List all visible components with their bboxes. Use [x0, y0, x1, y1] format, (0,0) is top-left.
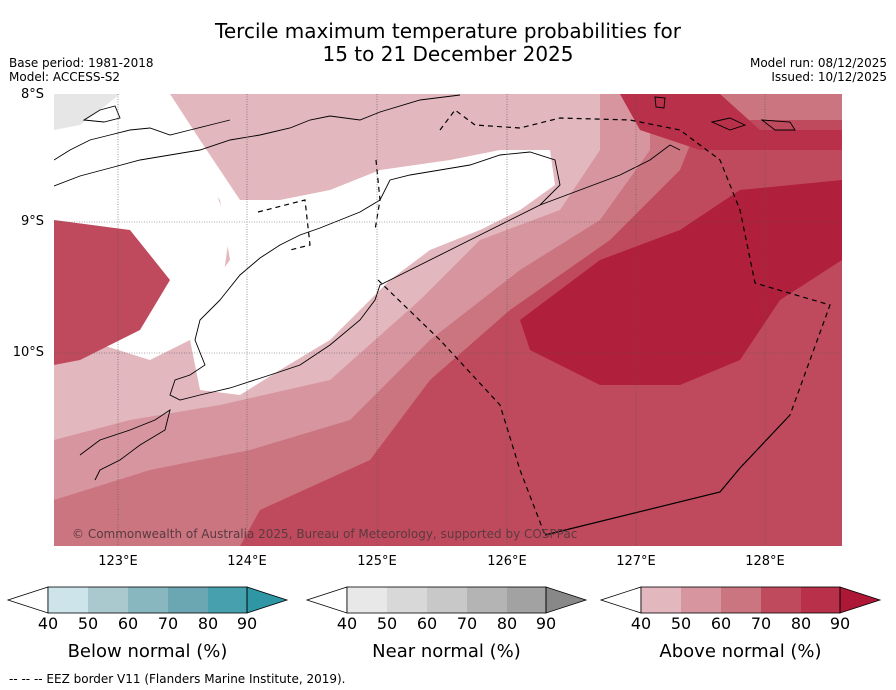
legend-near-left-tip — [305, 586, 348, 614]
title-line-2: 15 to 21 December 2025 — [322, 42, 574, 66]
model-name: Model: ACCESS-S2 — [9, 70, 121, 84]
legend-near-tick: 50 — [376, 614, 398, 633]
band-80-east — [520, 180, 842, 385]
legend-above — [599, 586, 882, 614]
lon-label-127e: 127°E — [616, 554, 656, 569]
band-80-west — [54, 240, 120, 330]
legend-below-tick: 50 — [77, 614, 99, 633]
legend-above-swatch-3 — [721, 587, 761, 613]
map-area: © Commonwealth of Australia 2025, Bureau… — [54, 94, 842, 546]
meta-right: Model run: 08/12/2025 Issued: 10/12/2025 — [750, 56, 887, 84]
band-80-north — [620, 94, 842, 150]
legend-near-tick: 70 — [456, 614, 478, 633]
legend-below-swatch-4 — [168, 587, 208, 613]
lat-label-8s: 8°S — [20, 87, 44, 102]
legend-near-label: Near normal (%) — [372, 641, 521, 662]
base-period: Base period: 1981-2018 — [9, 56, 154, 70]
meta-left: Base period: 1981-2018 Model: ACCESS-S2 — [9, 56, 154, 84]
legend-above-tick: 40 — [630, 614, 652, 633]
lat-label-9s: 9°S — [20, 214, 44, 229]
legend-near-tick: 90 — [535, 614, 557, 633]
legend-near-tick: 40 — [336, 614, 358, 633]
legend-above-right-tip — [839, 586, 882, 614]
legend-below-left-tip — [6, 586, 49, 614]
issued-date: Issued: 10/12/2025 — [771, 70, 887, 84]
lon-label-124e: 124°E — [227, 554, 267, 569]
legend-above-tick: 90 — [829, 614, 851, 633]
legend-below-tick: 80 — [197, 614, 219, 633]
legend-below — [6, 586, 289, 614]
lon-label-128e: 128°E — [745, 554, 785, 569]
coastlines — [54, 94, 796, 481]
legend-below-swatch-5 — [208, 587, 247, 613]
copyright-text: © Commonwealth of Australia 2025, Bureau… — [72, 527, 577, 541]
legend-below-tick: 70 — [157, 614, 179, 633]
legend-above-tick: 50 — [670, 614, 692, 633]
lon-label-123e: 123°E — [98, 554, 138, 569]
legend-below-tick: 90 — [236, 614, 258, 633]
legend-near-swatch-1 — [347, 587, 387, 613]
legend-below-swatch-2 — [88, 587, 128, 613]
legend-near-swatch-4 — [467, 587, 507, 613]
legend-above-tick: 70 — [750, 614, 772, 633]
legend-above-tick: 80 — [790, 614, 812, 633]
legend-below-right-tip — [246, 586, 289, 614]
legend-above-swatch-2 — [681, 587, 721, 613]
legend-above-swatch-1 — [641, 587, 681, 613]
legend-below-frame — [47, 586, 248, 614]
eez-borders — [257, 109, 831, 536]
legend-below-tick: 40 — [37, 614, 59, 633]
legend-near-swatch-3 — [427, 587, 467, 613]
legend-above-frame — [640, 586, 841, 614]
legend-near-tick: 60 — [416, 614, 438, 633]
lat-label-10s: 10°S — [12, 345, 44, 360]
legend-below-swatch-1 — [48, 587, 88, 613]
model-run: Model run: 08/12/2025 — [749, 56, 887, 70]
lon-label-125e: 125°E — [357, 554, 397, 569]
legend-below-swatch-3 — [128, 587, 168, 613]
legend-near-swatch-5 — [507, 587, 546, 613]
legend-near-swatch-2 — [387, 587, 427, 613]
near-normal-patch — [54, 94, 120, 130]
legend-near-frame — [346, 586, 547, 614]
legend-above-left-tip — [599, 586, 642, 614]
legend-above-swatch-4 — [761, 587, 801, 613]
legend-below-tick: 60 — [117, 614, 139, 633]
legend-near-right-tip — [545, 586, 588, 614]
title-line-1: Tercile maximum temperature probabilitie… — [215, 19, 681, 43]
legend-below-label: Below normal (%) — [67, 641, 228, 662]
graticule — [54, 94, 842, 546]
legend-above-swatch-5 — [801, 587, 840, 613]
legend-above-tick: 60 — [710, 614, 732, 633]
legend-near — [305, 586, 588, 614]
legend-near-tick: 80 — [496, 614, 518, 633]
lon-label-126e: 126°E — [487, 554, 527, 569]
legend-above-label: Above normal (%) — [659, 641, 822, 662]
eez-footnote: -- -- -- EEZ border V11 (Flanders Marine… — [9, 672, 346, 686]
map-title: Tercile maximum temperature probabilitie… — [0, 20, 896, 66]
